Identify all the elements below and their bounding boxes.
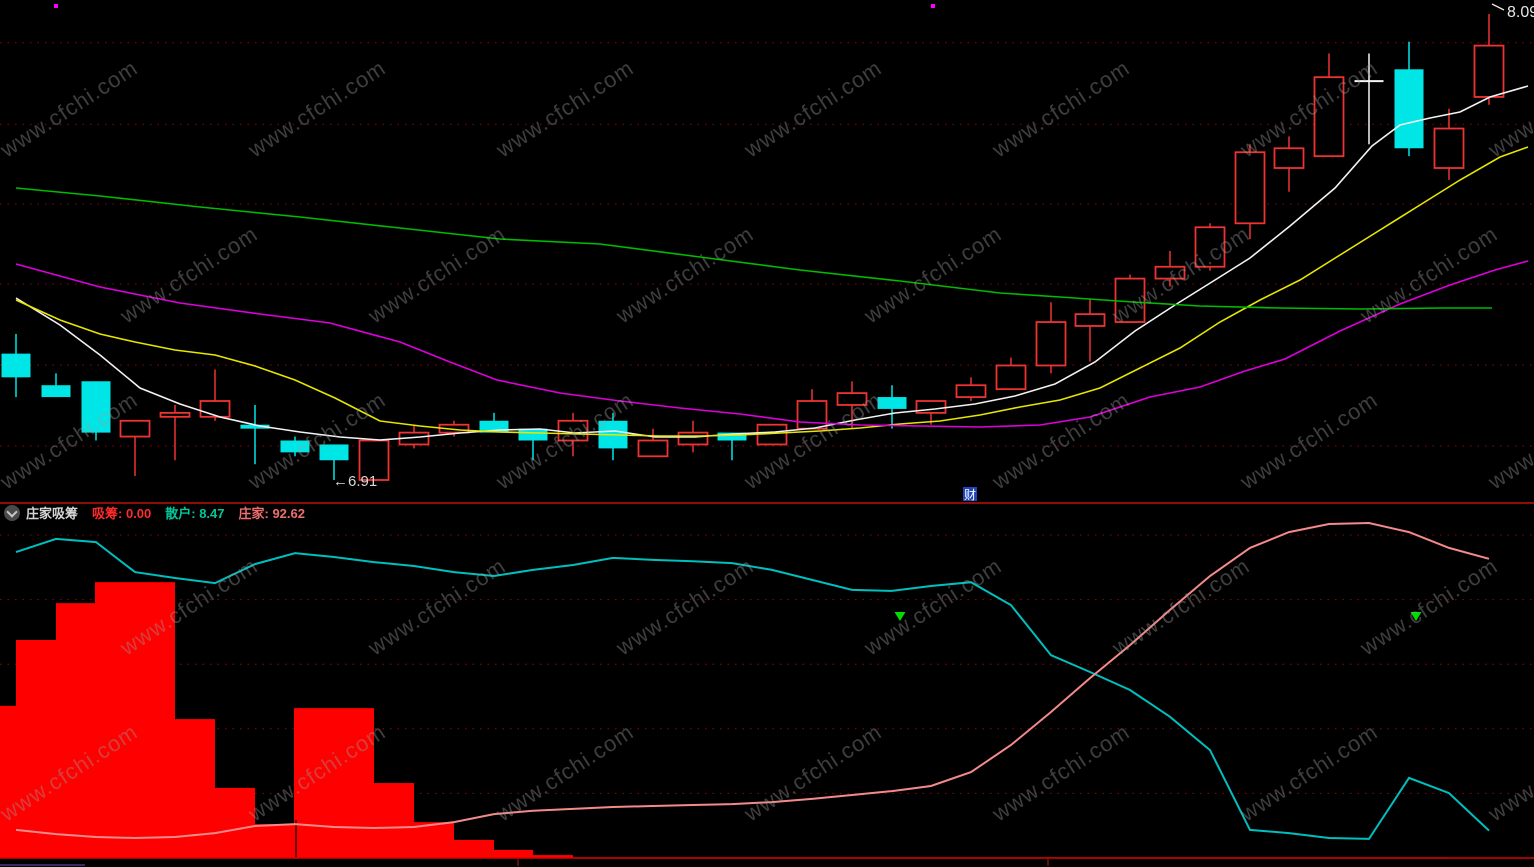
candle-up [1234, 151, 1266, 225]
candle-up [1074, 313, 1106, 327]
candle-up [1433, 127, 1465, 169]
magenta-marker-dot [54, 4, 58, 8]
candle-down [877, 397, 907, 409]
histogram-bar [414, 822, 454, 858]
histogram-bar [215, 787, 255, 858]
candle-up [1114, 277, 1146, 323]
candle-up [1035, 321, 1067, 367]
candle-up [557, 419, 589, 442]
candle-up [955, 384, 987, 398]
candle-up [159, 411, 191, 418]
histogram-bar [16, 639, 56, 858]
candle-down [479, 420, 509, 433]
candle-down [280, 440, 310, 453]
candle-up [1273, 147, 1305, 169]
magenta-marker-dot [931, 4, 935, 8]
low-price-annotation: ←6.91 [333, 473, 377, 490]
histogram-bar [533, 855, 573, 858]
candle-up [637, 439, 669, 458]
cai-badge[interactable] [963, 487, 977, 501]
cai-badge-label: 财 [964, 488, 976, 502]
candle-down [41, 385, 71, 398]
candle-down [81, 381, 111, 433]
candle-up [199, 400, 231, 418]
ma-magenta [15, 260, 1529, 428]
ma-white [15, 85, 1529, 441]
histogram-bar [56, 603, 96, 858]
ma-green [15, 187, 1492, 310]
histogram-bar [95, 582, 135, 858]
candle-down [319, 444, 349, 461]
sell-signal-triangle-icon [1410, 612, 1422, 621]
candle-up [1194, 226, 1226, 268]
candle-down [1394, 69, 1424, 149]
ma-yellow [15, 146, 1529, 437]
collapse-chevron-icon[interactable] [4, 504, 20, 521]
histogram-bar [334, 708, 374, 858]
indicator-value-sanhu: 散户: 8.47 [165, 506, 225, 521]
candle-up [1313, 76, 1345, 158]
high-price-annotation: 8.09 [1507, 4, 1534, 21]
histogram-bar [454, 839, 494, 858]
histogram-bar [135, 582, 175, 858]
indicator-title: 庄家吸筹 [26, 506, 79, 521]
sell-signal-triangle-icon [894, 612, 906, 621]
candle-down [1, 353, 31, 378]
indicator-header: 庄家吸筹 吸筹: 0.00 散户: 8.47 庄家: 92.62 [4, 504, 319, 521]
candle-up [1154, 265, 1186, 280]
candle-down [518, 428, 548, 441]
candle-up [796, 400, 828, 430]
candle-up [836, 392, 868, 406]
indicator-value-xichou: 吸筹: 0.00 [92, 506, 152, 521]
candle-up [677, 431, 709, 446]
high-price-pointer [1491, 3, 1505, 11]
histogram-bar [255, 824, 295, 858]
indicator-value-zhuangjia: 庄家: 92.62 [238, 506, 305, 521]
retail-line [15, 537, 1490, 840]
candle-up [358, 439, 390, 481]
candle-up [119, 419, 151, 438]
candlestick-series [1, 14, 1505, 481]
histogram-bar [374, 783, 414, 858]
accumulation-histogram [0, 582, 1449, 858]
indicator-grid [0, 534, 1534, 794]
histogram-bar [493, 849, 533, 858]
candle-up [995, 364, 1027, 391]
histogram-bar [294, 708, 334, 858]
histogram-bar [0, 705, 16, 858]
banker-line [15, 521, 1490, 840]
candle-down [717, 432, 747, 441]
candle-up [1473, 44, 1505, 98]
candle-down [240, 424, 270, 429]
